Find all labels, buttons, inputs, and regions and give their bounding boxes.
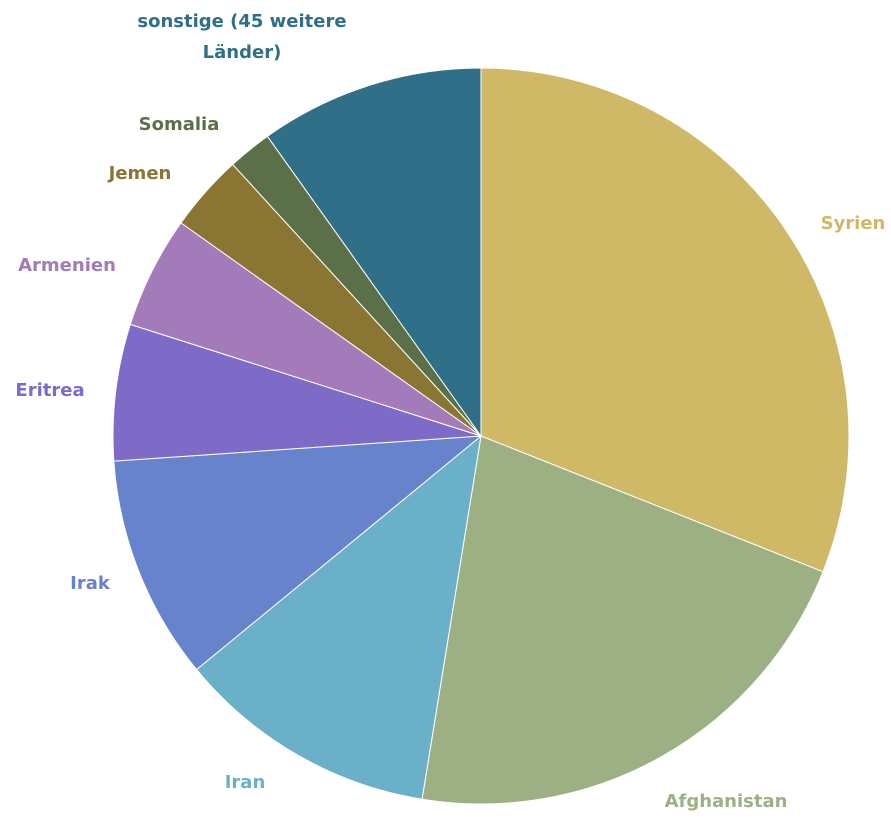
slice-label-armenien: Armenien bbox=[18, 255, 116, 276]
pie-slice-sonstige-45-weitere-länder bbox=[266, 67, 482, 438]
slices-layer bbox=[112, 67, 850, 805]
pie-slice-irak bbox=[113, 435, 483, 671]
slice-label-sonstige-45-weitere-länder: sonstige (45 weitere Länder) bbox=[137, 11, 346, 63]
slice-label-syrien: Syrien bbox=[821, 213, 886, 234]
slice-label-jemen: Jemen bbox=[107, 163, 172, 184]
pie-slice-afghanistan bbox=[421, 435, 824, 805]
slice-label-eritrea: Eritrea bbox=[15, 380, 84, 401]
pie-slice-eritrea bbox=[112, 323, 482, 462]
pie-slice-iran bbox=[195, 434, 482, 800]
slice-label-irak: Irak bbox=[70, 573, 111, 594]
slice-label-somalia: Somalia bbox=[139, 114, 220, 135]
slice-label-afghanistan: Afghanistan bbox=[665, 791, 788, 812]
labels-layer: Syrien Afghanistan Iran Irak Eritrea Armenien… bbox=[15, 11, 885, 812]
slice-label-iran: Iran bbox=[225, 772, 266, 793]
pie-slice-syrien bbox=[480, 67, 850, 573]
